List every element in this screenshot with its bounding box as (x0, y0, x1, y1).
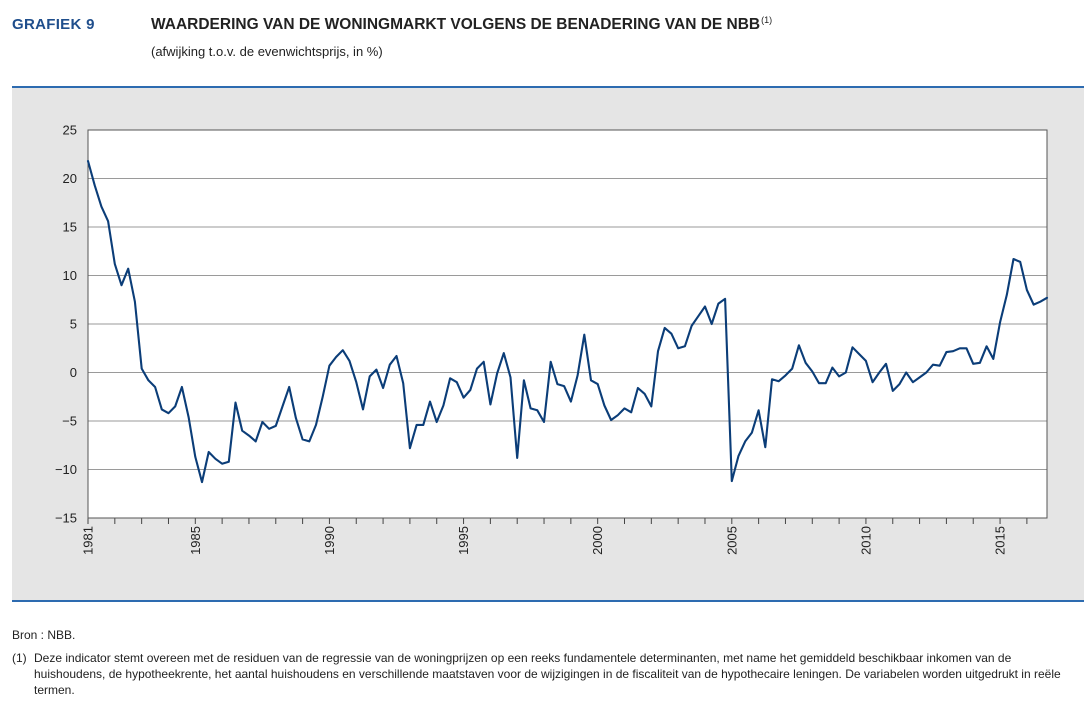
footnote-text: Deze indicator stemt overeen met de resi… (34, 651, 1061, 697)
source-note: Bron : NBB. (12, 628, 76, 642)
chart-title: WAARDERING VAN DE WONINGMARKT VOLGENS DE… (151, 15, 772, 34)
chart-footnotes: Bron : NBB. (1) Deze indicator stemt ove… (12, 627, 1078, 698)
y-tick-label: 0 (70, 365, 77, 380)
chart-subtitle: (afwijking t.o.v. de evenwichtsprijs, in… (151, 44, 383, 59)
title-footnote-mark: (1) (761, 15, 773, 25)
x-tick-label: 1985 (188, 526, 203, 555)
x-tick-label: 1981 (81, 526, 96, 555)
y-tick-label: 20 (63, 171, 77, 186)
y-tick-label: −15 (55, 511, 77, 526)
y-tick-label: 25 (63, 123, 77, 138)
x-tick-label: 2015 (993, 526, 1008, 555)
x-tick-label: 2010 (858, 526, 873, 555)
footnote-mark: (1) (12, 651, 27, 665)
plot-frame (87, 129, 1048, 519)
chart-panel: 25 20 15 10 5 0 −5 −10 −15 1981 1985 1990 1995 2000 20… (12, 86, 1084, 602)
x-tick-label: 1995 (456, 526, 471, 555)
y-tick-label: 5 (70, 317, 77, 332)
y-tick-label: −5 (62, 414, 77, 429)
series-line (86, 159, 1049, 484)
x-tick-label: 1990 (322, 526, 337, 555)
y-tick-label: −10 (55, 462, 77, 477)
y-tick-label: 15 (63, 220, 77, 235)
chart-header: GRAFIEK 9 WAARDERING VAN DE WONINGMARKT … (0, 0, 1090, 86)
footnote-1: (1) Deze indicator stemt overeen met de … (12, 650, 1078, 698)
x-tick-label: 2000 (590, 526, 605, 555)
y-tick-label: 10 (63, 268, 77, 283)
figure-label: GRAFIEK 9 (12, 16, 95, 33)
x-tick-label: 2005 (724, 526, 739, 555)
chart-title-text: WAARDERING VAN DE WONINGMARKT VOLGENS DE… (151, 16, 761, 33)
